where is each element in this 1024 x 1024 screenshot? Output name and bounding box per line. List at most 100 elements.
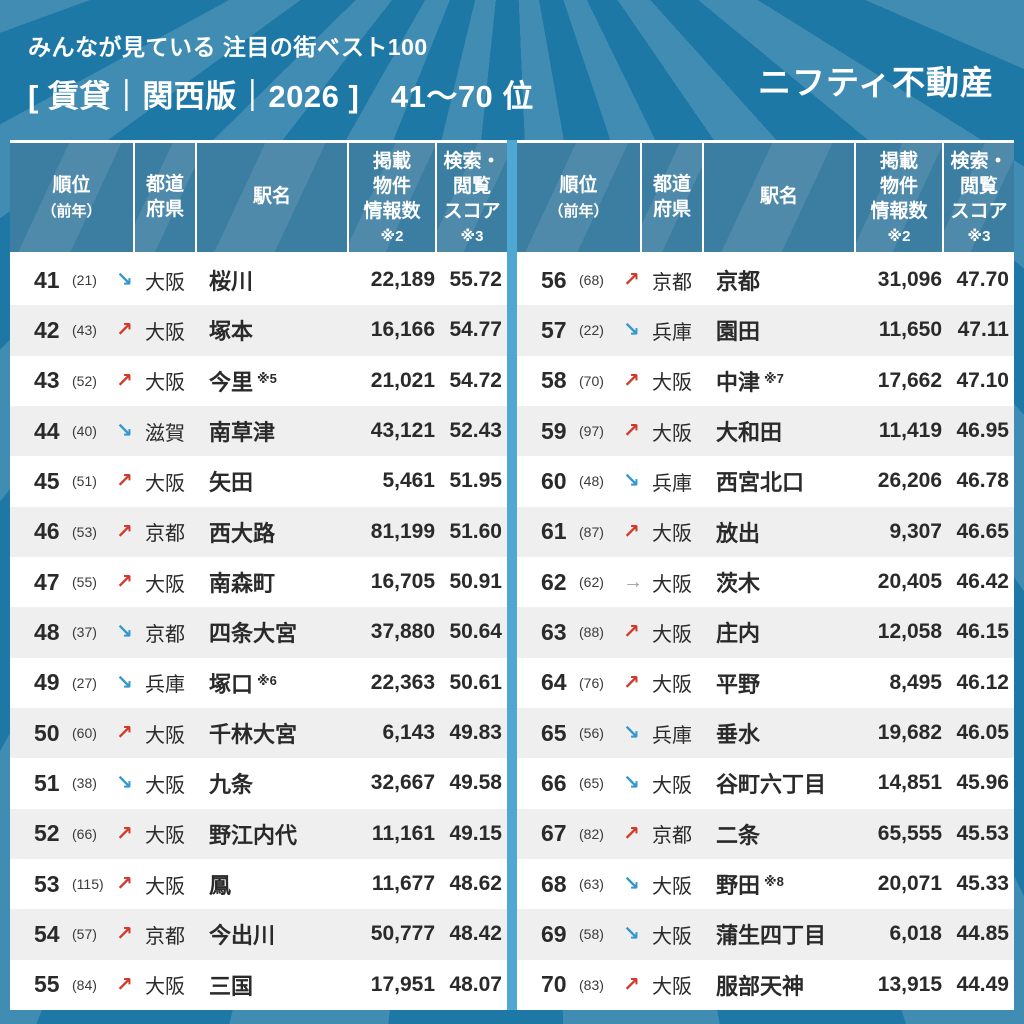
prefecture-value: 大阪 xyxy=(145,271,185,294)
trend-arrow-icon: ↗ xyxy=(116,520,133,543)
column-header-label: 順位 xyxy=(52,174,91,196)
title-block: みんなが見ている 注目の街ベスト100 [ 賃貸｜関西版｜2026 ] 41〜7… xyxy=(28,28,534,116)
trend-arrow-icon: ↘ xyxy=(623,319,640,342)
table-header-left: 順位 （前年） 都道 府県 駅名 掲載 物件 情報数 ※2 検索・ 閲覧 スコア… xyxy=(10,140,507,255)
rank-cell: 59 (97) ↗ xyxy=(517,418,640,445)
rank-value: 64 xyxy=(541,669,567,696)
rank-cell: 45 (51) ↗ xyxy=(10,468,133,495)
trend-arrow-icon: ↗ xyxy=(116,973,133,996)
station-cell: 塚本 xyxy=(197,314,347,346)
station-cell: 服部天神 xyxy=(704,969,854,1001)
trend-arrow-icon: ↘ xyxy=(623,772,640,795)
station-name: 南草津 xyxy=(209,420,276,446)
score-value: 48.62 xyxy=(449,872,502,896)
station-name: 平野 xyxy=(716,671,761,697)
station-cell: 放出 xyxy=(704,516,854,548)
score-value: 46.12 xyxy=(956,670,1009,694)
station-name: 二条 xyxy=(716,822,761,848)
table-row: 52 (66) ↗ 大阪 野江内代 11,161 49.15 xyxy=(10,808,507,859)
rank-cell: 50 (60) ↗ xyxy=(10,720,133,747)
rank-value: 45 xyxy=(34,467,60,494)
prefecture-value: 大阪 xyxy=(652,674,692,697)
score-value: 49.83 xyxy=(449,721,502,745)
ranking-table-right: 順位 （前年） 都道 府県 駅名 掲載 物件 情報数 ※2 検索・ 閲覧 スコア… xyxy=(517,140,1014,1010)
table-row: 56 (68) ↗ 京都 京都 31,096 47.70 xyxy=(517,255,1014,306)
column-header-note: （前年） xyxy=(548,203,609,221)
station-name: 四条大宮 xyxy=(209,621,298,647)
station-name: 庄内 xyxy=(716,621,761,647)
listings-count: 13,915 xyxy=(877,972,942,996)
table-body-left: 41 (21) ↘ 大阪 桜川 22,189 55.72 42 (43) ↗ 大… xyxy=(10,255,507,1010)
column-header-cell: 順位 （前年） xyxy=(10,143,133,252)
station-cell: 今里 ※5 xyxy=(197,365,347,397)
table-row: 54 (57) ↗ 京都 今出川 50,777 48.42 xyxy=(10,909,507,960)
station-name: 西大路 xyxy=(209,520,276,546)
previous-year-rank: (60) xyxy=(72,725,97,742)
previous-year-rank: (63) xyxy=(579,876,604,893)
previous-year-rank: (62) xyxy=(579,574,604,591)
table-row: 70 (83) ↗ 大阪 服部天神 13,915 44.49 xyxy=(517,959,1014,1010)
rank-cell: 41 (21) ↘ xyxy=(10,267,133,294)
station-cell: 茨木 xyxy=(704,566,854,598)
rank-value: 57 xyxy=(541,316,567,343)
prefecture-value: 京都 xyxy=(652,825,692,848)
station-cell: 三国 xyxy=(197,969,347,1001)
score-value: 52.43 xyxy=(449,419,502,443)
trend-arrow-icon: ↗ xyxy=(623,671,640,694)
score-value: 46.95 xyxy=(956,419,1009,443)
listings-count: 20,071 xyxy=(877,872,942,896)
table-row: 61 (87) ↗ 大阪 放出 9,307 46.65 xyxy=(517,506,1014,557)
station-note: ※5 xyxy=(257,370,277,386)
prefecture-value: 大阪 xyxy=(145,976,185,999)
listings-count: 31,096 xyxy=(877,268,942,292)
column-header-note: ※2 xyxy=(380,227,404,245)
station-cell: 今出川 xyxy=(197,918,347,950)
previous-year-rank: (88) xyxy=(579,624,604,641)
station-cell: 千林大宮 xyxy=(197,717,347,749)
score-value: 46.42 xyxy=(956,570,1009,594)
column-header-label: 掲載 物件 情報数 xyxy=(870,151,928,222)
previous-year-rank: (22) xyxy=(579,322,604,339)
prefecture-value: 京都 xyxy=(652,271,692,294)
previous-year-rank: (48) xyxy=(579,473,604,490)
rank-value: 46 xyxy=(34,518,60,545)
trend-arrow-icon: ↗ xyxy=(623,420,640,443)
trend-arrow-icon: ↘ xyxy=(116,671,133,694)
listings-count: 22,189 xyxy=(370,268,435,292)
station-cell: 矢田 xyxy=(197,465,347,497)
previous-year-rank: (82) xyxy=(579,825,604,842)
rank-cell: 58 (70) ↗ xyxy=(517,367,640,394)
rank-value: 58 xyxy=(541,367,567,394)
column-header-cell: 駅名 xyxy=(704,143,854,252)
score-value: 48.07 xyxy=(449,972,502,996)
rank-cell: 42 (43) ↗ xyxy=(10,317,133,344)
rank-value: 60 xyxy=(541,467,567,494)
station-name: 蒲生四丁目 xyxy=(716,923,827,949)
prefecture-value: 京都 xyxy=(145,925,185,948)
station-name: 大和田 xyxy=(716,420,783,446)
station-name: 京都 xyxy=(716,269,761,295)
rank-value: 52 xyxy=(34,820,60,847)
page-header: みんなが見ている 注目の街ベスト100 [ 賃貸｜関西版｜2026 ] 41〜7… xyxy=(0,0,1024,140)
trend-arrow-icon: ↘ xyxy=(623,470,640,493)
previous-year-rank: (70) xyxy=(579,372,604,389)
trend-arrow-icon: ↘ xyxy=(116,420,133,443)
previous-year-rank: (57) xyxy=(72,926,97,943)
station-cell: 二条 xyxy=(704,818,854,850)
prefecture-value: 大阪 xyxy=(145,774,185,797)
station-name: 南森町 xyxy=(209,571,276,597)
listings-count: 6,018 xyxy=(889,922,942,946)
station-name: 今里 xyxy=(209,369,254,395)
station-name: 茨木 xyxy=(716,571,761,597)
rank-cell: 48 (37) ↘ xyxy=(10,619,133,646)
column-header-cell: 都道 府県 xyxy=(642,143,702,252)
score-value: 50.61 xyxy=(449,670,502,694)
score-value: 51.95 xyxy=(449,469,502,493)
score-value: 45.53 xyxy=(956,821,1009,845)
station-cell: 桜川 xyxy=(197,264,347,296)
score-value: 45.33 xyxy=(956,872,1009,896)
score-value: 46.78 xyxy=(956,469,1009,493)
trend-arrow-icon: ↗ xyxy=(116,319,133,342)
score-value: 44.49 xyxy=(956,972,1009,996)
page-title: [ 賃貸｜関西版｜2026 ] 41〜70 位 xyxy=(28,79,534,114)
